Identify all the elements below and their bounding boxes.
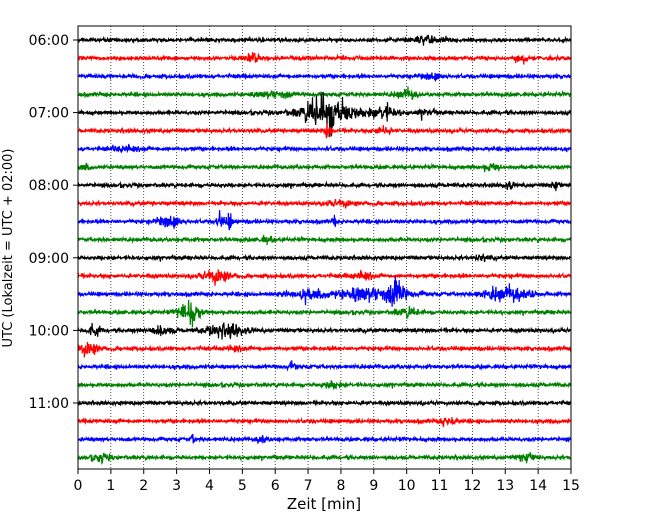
x-tick-label: 14 <box>529 478 547 494</box>
trace-0615 <box>77 52 572 65</box>
trace-0845 <box>77 234 572 245</box>
x-tick-label: 1 <box>106 478 115 494</box>
trace-0700 <box>77 91 572 138</box>
trace-1130 <box>77 433 572 444</box>
x-tick-label: 4 <box>205 478 214 494</box>
trace-0715 <box>77 123 572 139</box>
y-tick-label: 09:00 <box>29 251 69 267</box>
trace-0645 <box>77 86 572 100</box>
trace-1030 <box>77 360 572 372</box>
trace-0900 <box>77 253 572 263</box>
trace-0945 <box>77 299 572 328</box>
y-axis-label: UTC (Lokalzeit = UTC + 02:00) <box>1 149 16 348</box>
trace-0815 <box>77 199 572 209</box>
trace-1145 <box>77 452 572 466</box>
y-tick-label: 11:00 <box>29 396 69 412</box>
x-tick-label: 5 <box>238 478 247 494</box>
x-axis-ticks: 0 1 2 3 4 5 6 7 8 9 10 11 12 13 14 15 <box>74 469 580 494</box>
trace-0800 <box>77 180 572 192</box>
x-tick-label: 6 <box>271 478 280 494</box>
trace-1000 <box>77 322 572 340</box>
x-tick-label: 2 <box>139 478 148 494</box>
trace-1045 <box>77 380 572 390</box>
y-tick-label: 06:00 <box>29 33 69 49</box>
trace-0630 <box>77 71 572 82</box>
y-tick-label: 08:00 <box>29 178 69 194</box>
trace-1115 <box>77 417 572 428</box>
trace-0930 <box>77 276 572 307</box>
x-tick-label: 10 <box>398 478 416 494</box>
y-tick-label: 07:00 <box>29 106 69 122</box>
y-tick-label: 10:00 <box>29 323 69 339</box>
trace-0915 <box>77 269 572 286</box>
trace-0745 <box>77 162 572 173</box>
y-axis-ticks: 06:00 07:00 08:00 09:00 10:00 11:00 <box>29 33 78 412</box>
x-tick-label: 15 <box>562 478 580 494</box>
trace-1015 <box>77 341 572 358</box>
x-axis-label: Zeit [min] <box>287 495 361 513</box>
trace-0730 <box>77 143 572 154</box>
x-tick-label: 3 <box>172 478 181 494</box>
x-tick-label: 0 <box>74 478 83 494</box>
x-tick-label: 8 <box>336 478 345 494</box>
x-tick-label: 13 <box>496 478 514 494</box>
plot-frame <box>77 25 572 470</box>
seismic-traces <box>77 34 572 466</box>
x-tick-label: 11 <box>431 478 449 494</box>
trace-0830 <box>77 210 572 231</box>
trace-1100 <box>77 398 572 408</box>
x-tick-label: 9 <box>369 478 378 494</box>
trace-0600 <box>77 34 572 46</box>
x-tick-label: 12 <box>463 478 481 494</box>
x-tick-label: 7 <box>304 478 313 494</box>
